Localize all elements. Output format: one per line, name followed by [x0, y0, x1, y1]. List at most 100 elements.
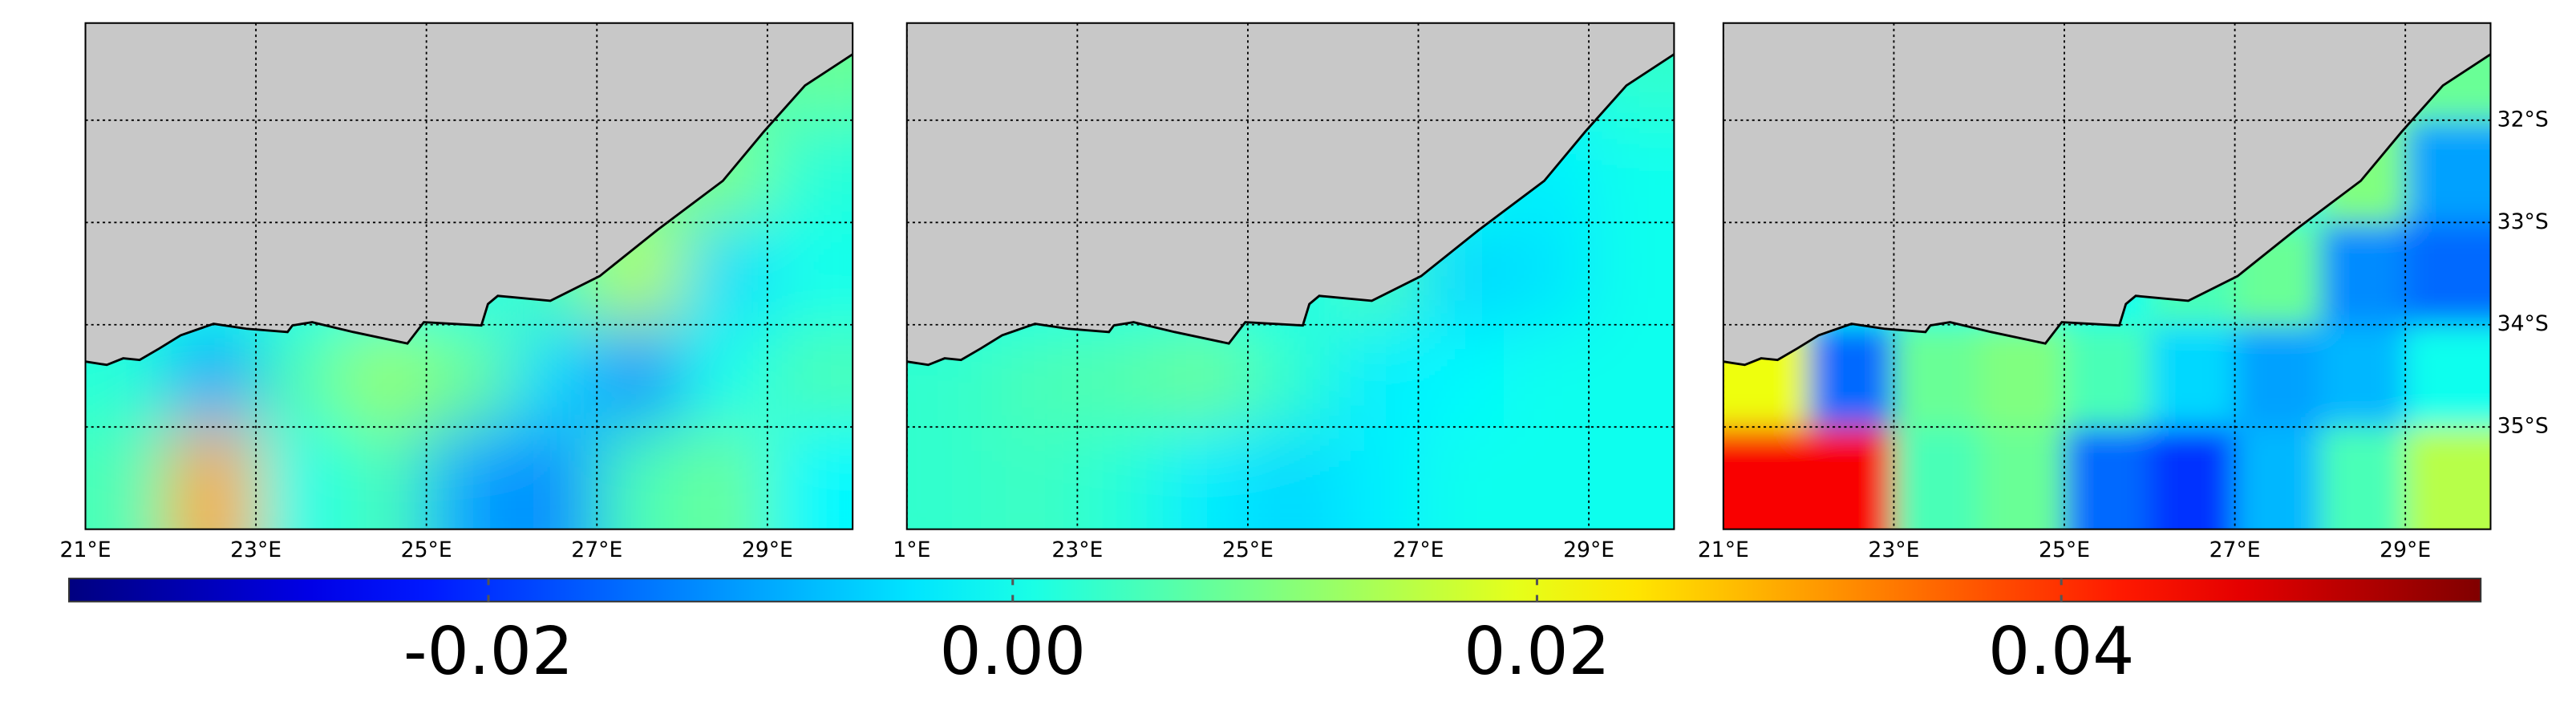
cell: [1077, 324, 1164, 428]
cell: [170, 324, 257, 428]
cell: [341, 427, 427, 530]
cell: [767, 324, 853, 428]
cell: [2319, 222, 2407, 326]
x-tick-label: 29°E: [2380, 538, 2431, 562]
cell: [1979, 324, 2066, 428]
cell: [1589, 222, 1675, 326]
x-tick-label: 21°E: [1698, 538, 1749, 562]
cell: [597, 324, 683, 428]
cell: [2319, 324, 2407, 428]
cell: [767, 427, 853, 530]
panel-frame: [1722, 22, 2492, 530]
cell: [2319, 427, 2407, 530]
y-tick-label: 35°S: [2497, 414, 2549, 439]
cell: [767, 120, 853, 224]
x-tick-label: 23°E: [1051, 538, 1103, 562]
colorbar-tick-label: -0.02: [403, 614, 573, 690]
panel-frame: [84, 22, 854, 530]
land: [906, 22, 1675, 365]
x-tick-label: 21°E: [60, 538, 111, 562]
land: [1723, 22, 2491, 365]
coastline: [1723, 53, 2491, 367]
x-tick-label: 27°E: [571, 538, 622, 562]
cell: [682, 222, 768, 326]
cell: [767, 222, 853, 326]
cell: [426, 324, 513, 428]
map-body: [906, 22, 1675, 530]
cell: [1333, 324, 1420, 428]
x-tick-label: 25°E: [1222, 538, 1274, 562]
cell: [1808, 427, 1895, 530]
colorbar: [68, 578, 2482, 603]
x-tick-label: 27°E: [2209, 538, 2261, 562]
cell: [2405, 222, 2491, 326]
x-tick-label: 1°E: [893, 538, 930, 562]
cell: [2405, 120, 2491, 224]
cell: [1333, 427, 1420, 530]
cell: [682, 427, 768, 530]
cell: [2149, 324, 2236, 428]
map-panel: 1°E 23°E 25°E 27°E 29°E: [893, 22, 1675, 562]
panel-frame: [905, 22, 1675, 530]
colorbar-tick-label: 0.00: [940, 614, 1086, 690]
cell: [992, 427, 1079, 530]
map-body: [1723, 22, 2491, 530]
cell: [1723, 427, 1810, 530]
x-tick-label: 29°E: [742, 538, 793, 562]
cell: [1979, 427, 2066, 530]
cell: [1247, 324, 1335, 428]
cell: [1589, 120, 1675, 224]
cell: [1894, 324, 1980, 428]
cell: [1589, 427, 1675, 530]
cell: [682, 324, 768, 428]
colorbar-tick-label: 0.02: [1464, 614, 1610, 690]
cell: [2149, 427, 2236, 530]
cell: [511, 427, 598, 530]
cell: [511, 324, 598, 428]
x-tick-label: 23°E: [1868, 538, 1919, 562]
cell: [256, 324, 342, 428]
map-body: [85, 22, 853, 530]
cell: [1808, 324, 1895, 428]
cell: [1247, 427, 1335, 530]
cell: [1894, 427, 1980, 530]
y-tick-label: 34°S: [2497, 311, 2549, 336]
cell: [256, 427, 342, 530]
cell: [906, 427, 994, 530]
cell: [170, 427, 257, 530]
cell: [2234, 324, 2321, 428]
cell: [597, 427, 683, 530]
x-tick-label: 23°E: [230, 538, 281, 562]
y-tick-label: 33°S: [2497, 209, 2549, 234]
cell: [1503, 427, 1590, 530]
land: [85, 22, 853, 365]
x-tick-label: 25°E: [2039, 538, 2090, 562]
cell: [2234, 427, 2321, 530]
coastline: [85, 53, 853, 367]
x-tick-label: 29°E: [1563, 538, 1614, 562]
y-tick-label: 32°S: [2497, 107, 2549, 132]
x-tick-label: 27°E: [1393, 538, 1444, 562]
map-panel: 21°E 23°E 25°E 27°E 29°E: [60, 22, 854, 562]
cell: [2405, 324, 2491, 428]
cell: [1503, 324, 1590, 428]
cell: [1162, 427, 1249, 530]
coastline: [906, 53, 1675, 367]
colorbar-tick-label: 0.04: [1988, 614, 2134, 690]
cell: [1418, 324, 1505, 428]
map-panel: 21°E 23°E 25°E 27°E 29°E 32°S 33°S 34°S 35°S: [1698, 22, 2549, 562]
cell: [1418, 427, 1505, 530]
cell: [2064, 427, 2151, 530]
cell: [1503, 222, 1590, 326]
cell: [85, 427, 172, 530]
cell: [1589, 324, 1675, 428]
cell: [426, 427, 513, 530]
cell: [2405, 427, 2491, 530]
cell: [341, 324, 427, 428]
cell: [1077, 427, 1164, 530]
cell: [2064, 324, 2151, 428]
cell: [992, 324, 1079, 428]
cell: [1162, 324, 1249, 428]
